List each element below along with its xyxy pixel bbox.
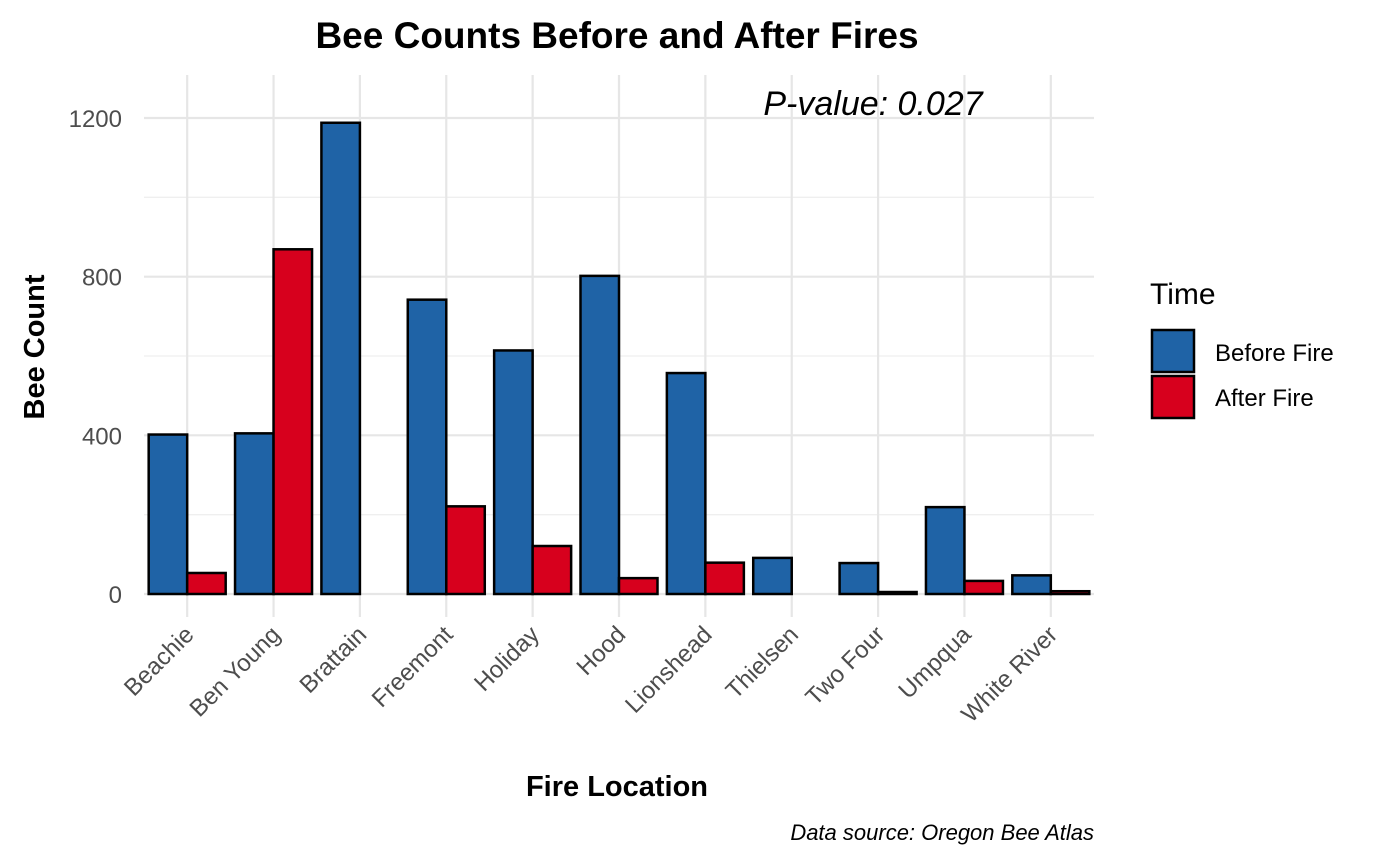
- caption: Data source: Oregon Bee Atlas: [790, 820, 1094, 845]
- bar-two-four-before-fire: [838, 561, 880, 596]
- legend-key-after-fire: [1150, 374, 1196, 420]
- bar-thielsen-before-fire: [751, 556, 793, 596]
- x-tick-label-two-four: Two Four: [801, 621, 891, 711]
- y-axis-title: Bee Count: [19, 274, 51, 419]
- bar-beachie-after-fire: [185, 571, 227, 596]
- y-tick-label: 400: [82, 423, 122, 450]
- y-axis-ticks: 0 400 800 1200: [69, 106, 122, 609]
- x-tick-label-brattain: Brattain: [295, 621, 373, 699]
- x-tick-label-umpqua: Umpqua: [893, 621, 977, 705]
- x-tick-label-holiday: Holiday: [469, 621, 545, 697]
- x-tick-label-thielsen: Thielsen: [721, 621, 804, 704]
- bar-lionshead-before-fire: [665, 371, 707, 596]
- bar-white-river-before-fire: [1011, 574, 1053, 596]
- x-tick-label-freemont: Freemont: [367, 621, 459, 713]
- p-value-annotation: P-value: 0.027: [763, 85, 983, 123]
- bar-two-four-after-fire: [876, 590, 918, 596]
- legend-label-after-fire: After Fire: [1215, 385, 1314, 412]
- x-tick-label-hood: Hood: [572, 621, 632, 681]
- bar-freemont-after-fire: [445, 505, 487, 596]
- bar-brattain-before-fire: [320, 121, 362, 596]
- bar-holiday-before-fire: [492, 349, 534, 596]
- legend: Time Before Fire After Fire: [1150, 278, 1334, 420]
- y-tick-label: 800: [82, 265, 122, 292]
- chart-title: Bee Counts Before and After Fires: [315, 15, 918, 56]
- bar-hood-before-fire: [579, 274, 621, 596]
- x-tick-label-ben-young: Ben Young: [185, 621, 286, 722]
- legend-label-before-fire: Before Fire: [1215, 340, 1334, 367]
- bar-hood-after-fire: [617, 576, 659, 596]
- bar-ben-young-before-fire: [233, 432, 275, 596]
- bar-freemont-before-fire: [406, 298, 448, 596]
- bar-ben-young-after-fire: [272, 248, 314, 596]
- x-tick-label-lionshead: Lionshead: [620, 621, 717, 718]
- bars: [147, 121, 1091, 596]
- y-tick-label: 1200: [69, 106, 122, 133]
- bar-beachie-before-fire: [147, 433, 189, 596]
- x-tick-label-beachie: Beachie: [119, 621, 199, 701]
- x-axis-title: Fire Location: [526, 771, 708, 803]
- bar-umpqua-before-fire: [924, 505, 966, 596]
- bar-umpqua-after-fire: [963, 579, 1005, 596]
- y-tick-label: 0: [109, 582, 122, 609]
- legend-title: Time: [1150, 278, 1216, 311]
- bar-white-river-after-fire: [1049, 589, 1091, 596]
- bar-lionshead-after-fire: [704, 561, 746, 596]
- legend-key-before-fire: [1150, 328, 1196, 374]
- bar-holiday-after-fire: [531, 544, 573, 596]
